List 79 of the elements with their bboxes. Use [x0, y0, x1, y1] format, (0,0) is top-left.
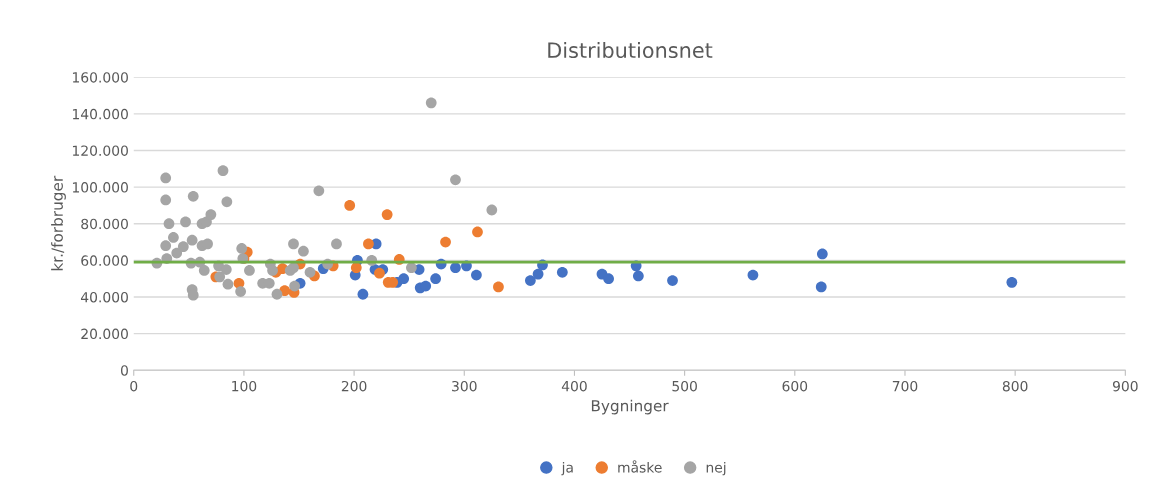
point — [168, 232, 179, 243]
x-tick-label: 500 — [672, 380, 697, 392]
point — [214, 271, 226, 283]
point — [198, 265, 210, 276]
point — [163, 218, 175, 230]
point — [532, 268, 544, 280]
point — [425, 97, 437, 109]
point — [187, 190, 199, 202]
point — [556, 266, 568, 278]
point — [222, 278, 234, 290]
point — [217, 165, 229, 177]
point — [363, 238, 374, 250]
legend-label: måske — [618, 460, 662, 473]
y-tick-label: 160.000 — [72, 72, 128, 83]
y-tick-label: 40.000 — [80, 291, 128, 303]
point — [632, 270, 644, 282]
point — [374, 267, 385, 279]
x-tick-label: 300 — [452, 380, 477, 392]
point — [298, 245, 309, 257]
point — [221, 196, 233, 208]
y-axis-title: kr./forbruger — [51, 175, 66, 271]
point — [747, 269, 759, 281]
point — [525, 275, 536, 286]
point — [313, 185, 325, 197]
point — [205, 209, 217, 220]
y-tick-label: 0 — [120, 365, 128, 376]
point — [244, 265, 255, 276]
point — [267, 265, 278, 276]
point — [1006, 276, 1018, 288]
legend-label: nej — [706, 461, 726, 476]
legend-label: ja — [561, 461, 573, 476]
y-tick-label: 20.000 — [81, 328, 128, 340]
point — [288, 238, 299, 250]
chart-title: Distributionsnet — [548, 41, 713, 59]
point — [331, 238, 342, 250]
x-tick-label: 0 — [130, 380, 138, 392]
point — [304, 266, 316, 278]
x-tick-label: 600 — [782, 380, 808, 392]
point — [398, 273, 410, 285]
point — [220, 264, 232, 275]
point — [186, 234, 198, 246]
y-tick-label: 60.000 — [81, 255, 128, 266]
point — [471, 269, 482, 281]
point — [486, 204, 498, 216]
x-tick-label: 100 — [232, 380, 257, 392]
point — [440, 236, 451, 248]
point — [271, 288, 283, 300]
x-axis-title: Bygninger — [591, 399, 669, 415]
x-tick-label: 400 — [561, 380, 587, 392]
point — [603, 273, 614, 285]
point — [171, 247, 183, 259]
y-tick-label: 100.000 — [72, 182, 128, 193]
point — [493, 281, 504, 293]
point — [160, 194, 172, 206]
point — [160, 172, 172, 184]
point — [344, 200, 356, 211]
point — [815, 281, 827, 293]
point — [667, 275, 678, 286]
point — [430, 273, 442, 285]
point — [236, 243, 248, 254]
y-tick-label: 80.000 — [81, 218, 128, 230]
y-tick-label: 140.000 — [72, 108, 128, 120]
x-tick-label: 900 — [1112, 380, 1138, 392]
point — [450, 174, 461, 186]
x-tick-label: 800 — [1002, 380, 1028, 392]
point — [816, 248, 828, 260]
point — [202, 238, 213, 250]
point — [472, 226, 483, 238]
y-tick-label: 120.000 — [72, 145, 128, 156]
point — [160, 240, 172, 252]
x-tick-label: 700 — [892, 380, 918, 392]
point — [420, 280, 432, 292]
point — [381, 209, 393, 220]
point — [177, 241, 189, 253]
point — [357, 288, 369, 300]
point — [180, 216, 191, 228]
point — [289, 280, 300, 292]
point — [235, 286, 246, 297]
x-tick-label: 200 — [341, 380, 367, 392]
